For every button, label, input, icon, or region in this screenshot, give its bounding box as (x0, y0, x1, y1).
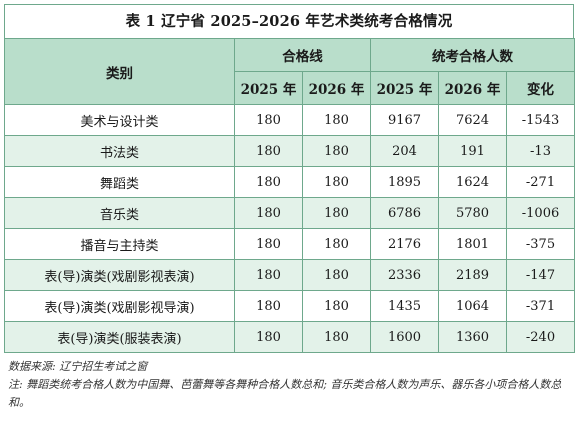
pass-stats-table: 类别 合格线 统考合格人数 2025 年 2026 年 2025 年 2026 … (4, 38, 576, 353)
row-line-2025: 180 (234, 321, 303, 353)
footnote: 注: 舞蹈类统考合格人数为中国舞、芭蕾舞等各舞种合格人数总和; 音乐类合格人数为… (8, 378, 562, 409)
row-count-2026: 1801 (438, 228, 507, 260)
row-category: 表(导)演类(戏剧影视导演) (4, 290, 235, 322)
header-pass-count: 统考合格人数 (369, 38, 576, 72)
row-count-2026: 1360 (438, 321, 507, 353)
table-row: 表(导)演类(戏剧影视表演) 180 180 2336 2189 -147 (4, 259, 576, 291)
row-category: 表(导)演类(戏剧影视表演) (4, 259, 235, 291)
row-count-2026: 1064 (438, 290, 507, 322)
table-notes: 数据来源: 辽宁招生考试之窗 注: 舞蹈类统考合格人数为中国舞、芭蕾舞等各舞种合… (4, 358, 574, 412)
header-line-2025: 2025 年 (234, 71, 303, 105)
table-row: 美术与设计类 180 180 9167 7624 -1543 (4, 104, 576, 136)
row-count-2025: 1435 (370, 290, 439, 322)
row-line-2026: 180 (302, 104, 371, 136)
row-count-2025: 1895 (370, 166, 439, 198)
row-count-2026: 7624 (438, 104, 507, 136)
row-line-2025: 180 (234, 166, 303, 198)
row-count-2025: 1600 (370, 321, 439, 353)
row-line-2026: 180 (302, 259, 371, 291)
row-change: -147 (505, 259, 576, 291)
row-count-2026: 2189 (438, 259, 507, 291)
row-line-2026: 180 (302, 197, 371, 229)
header-line-2026: 2026 年 (302, 71, 371, 105)
row-category: 舞蹈类 (4, 166, 235, 198)
row-count-2026: 1624 (438, 166, 507, 198)
row-count-2025: 2336 (370, 259, 439, 291)
row-category: 表(导)演类(服装表演) (4, 321, 235, 353)
header-count-2026: 2026 年 (438, 71, 507, 105)
data-source-note: 数据来源: 辽宁招生考试之窗 (8, 360, 148, 373)
row-change: -1006 (505, 197, 576, 229)
row-count-2025: 204 (370, 135, 439, 167)
table-row: 播音与主持类 180 180 2176 1801 -375 (4, 228, 576, 260)
row-line-2026: 180 (302, 321, 371, 353)
header-change: 变化 (505, 71, 576, 105)
header-category: 类别 (4, 38, 235, 105)
table-row: 表(导)演类(服装表演) 180 180 1600 1360 -240 (4, 321, 576, 353)
row-change: -271 (505, 166, 576, 198)
row-line-2025: 180 (234, 104, 303, 136)
table-row: 书法类 180 180 204 191 -13 (4, 135, 576, 167)
table-row: 舞蹈类 180 180 1895 1624 -271 (4, 166, 576, 198)
row-line-2026: 180 (302, 228, 371, 260)
row-line-2025: 180 (234, 197, 303, 229)
row-change: -1543 (505, 104, 576, 136)
row-count-2025: 9167 (370, 104, 439, 136)
row-change: -240 (505, 321, 576, 353)
row-line-2026: 180 (302, 290, 371, 322)
row-change: -375 (505, 228, 576, 260)
table-title: 表 1 辽宁省 2025–2026 年艺术类统考合格情况 (4, 4, 574, 38)
table-row: 表(导)演类(戏剧影视导演) 180 180 1435 1064 -371 (4, 290, 576, 322)
row-change: -371 (505, 290, 576, 322)
row-line-2025: 180 (234, 228, 303, 260)
row-line-2025: 180 (234, 135, 303, 167)
table-frame: 表 1 辽宁省 2025–2026 年艺术类统考合格情况 类别 合格线 统考合格… (4, 4, 576, 412)
row-category: 播音与主持类 (4, 228, 235, 260)
row-line-2025: 180 (234, 290, 303, 322)
row-line-2026: 180 (302, 166, 371, 198)
row-count-2026: 191 (438, 135, 507, 167)
row-category: 音乐类 (4, 197, 235, 229)
row-category: 美术与设计类 (4, 104, 235, 136)
row-category: 书法类 (4, 135, 235, 167)
row-count-2025: 6786 (370, 197, 439, 229)
row-line-2026: 180 (302, 135, 371, 167)
row-count-2025: 2176 (370, 228, 439, 260)
row-count-2026: 5780 (438, 197, 507, 229)
table-row: 音乐类 180 180 6786 5780 -1006 (4, 197, 576, 229)
row-line-2025: 180 (234, 259, 303, 291)
row-change: -13 (505, 135, 576, 167)
header-count-2025: 2025 年 (370, 71, 439, 105)
header-pass-line: 合格线 (234, 38, 371, 72)
